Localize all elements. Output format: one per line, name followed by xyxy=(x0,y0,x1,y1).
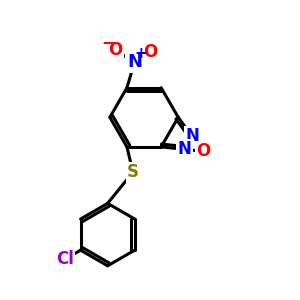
Text: N: N xyxy=(127,53,142,71)
Text: −: − xyxy=(102,34,116,52)
Text: O: O xyxy=(144,43,158,61)
Text: +: + xyxy=(135,46,147,61)
Text: O: O xyxy=(108,41,122,59)
Text: S: S xyxy=(127,163,139,181)
Text: N: N xyxy=(178,140,191,158)
Text: O: O xyxy=(196,142,210,160)
Text: N: N xyxy=(185,127,199,145)
Text: Cl: Cl xyxy=(56,250,74,268)
